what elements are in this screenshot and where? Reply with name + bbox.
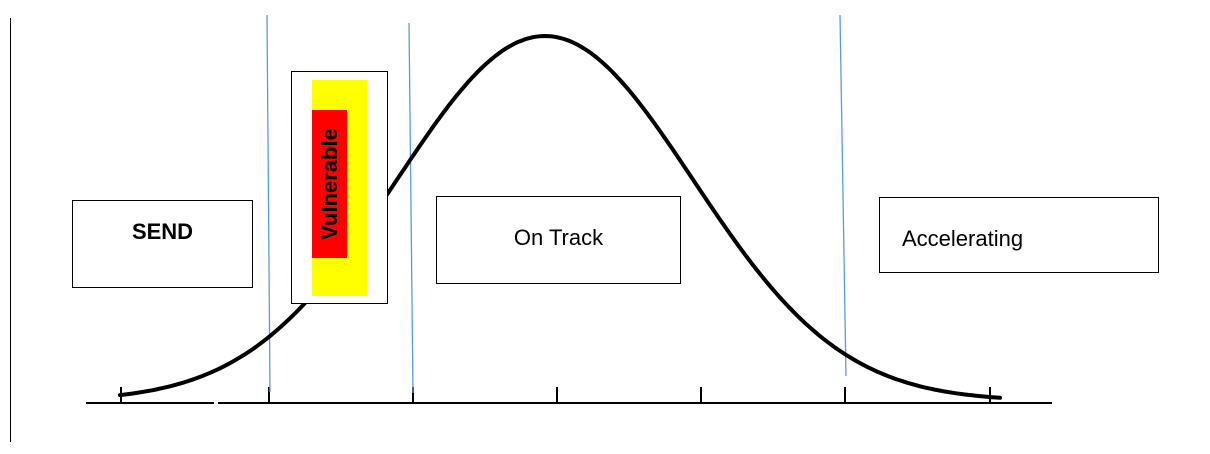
on-track-band-box: On Track (436, 196, 681, 284)
divider-line-3 (839, 14, 847, 377)
vulnerable-red-bar (312, 110, 347, 258)
band-divider-lines (266, 14, 847, 394)
send-band-box: SEND (72, 200, 253, 288)
divider-line-1 (266, 14, 271, 393)
axis-ticks (120, 387, 991, 403)
send-label: SEND (131, 219, 194, 244)
bell-curve (118, 34, 1002, 400)
accelerating-band-box: Accelerating (879, 197, 1159, 273)
vulnerable-band-box: Vulnerable (291, 71, 388, 304)
vulnerable-label: Vulnerable (317, 128, 342, 240)
divider-line-2 (408, 22, 414, 394)
accelerating-label: Accelerating (902, 226, 1024, 251)
on-track-label: On Track (513, 225, 604, 250)
